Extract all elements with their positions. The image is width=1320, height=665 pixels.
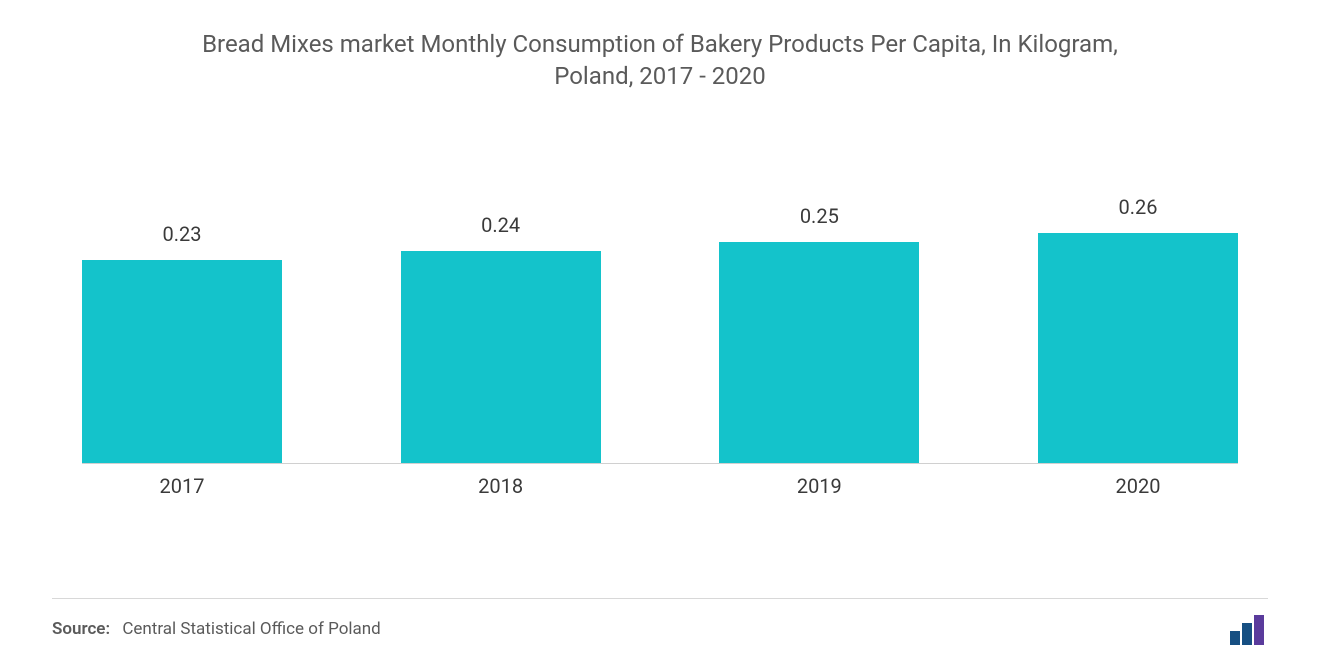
source-text: Central Statistical Office of Poland [122, 619, 380, 639]
x-label: 2019 [719, 474, 919, 498]
x-label: 2020 [1038, 474, 1238, 498]
bar-2017 [82, 260, 282, 463]
x-label: 2017 [82, 474, 282, 498]
bar-value-label: 0.24 [481, 213, 520, 237]
bar-group: 0.24 [401, 213, 601, 463]
chart-footer: Source: Central Statistical Office of Po… [52, 598, 1268, 645]
chart-plot-area: 0.23 0.24 0.25 0.26 [52, 203, 1268, 463]
bar-group: 0.26 [1038, 195, 1238, 463]
bar-2020 [1038, 233, 1238, 463]
x-label: 2018 [401, 474, 601, 498]
bar-2019 [719, 242, 919, 463]
bar-group: 0.23 [82, 222, 282, 463]
chart-title: Bread Mixes market Monthly Consumption o… [170, 28, 1150, 93]
bar-value-label: 0.25 [800, 204, 839, 228]
bar-value-label: 0.23 [163, 222, 202, 246]
brand-logo-icon [1228, 613, 1268, 645]
source-citation: Source: Central Statistical Office of Po… [52, 619, 381, 639]
bar-value-label: 0.26 [1118, 195, 1157, 219]
source-label: Source: [52, 619, 110, 639]
x-axis-labels: 2017 2018 2019 2020 [52, 464, 1268, 498]
bar-group: 0.25 [719, 204, 919, 463]
bar-2018 [401, 251, 601, 463]
